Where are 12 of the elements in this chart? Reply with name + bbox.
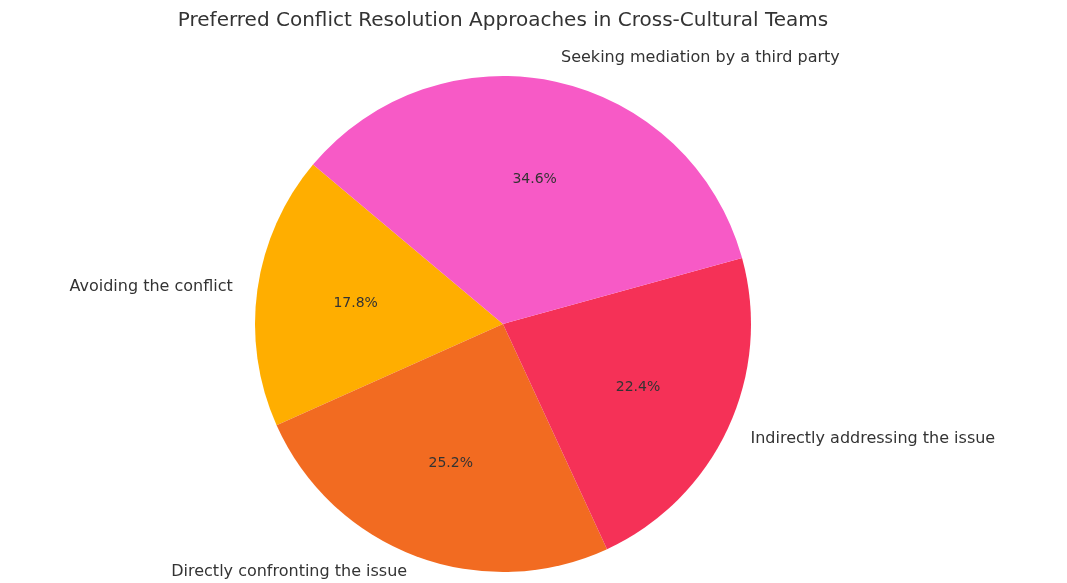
slice-label: Avoiding the conflict xyxy=(69,275,233,295)
data-label: 17.8% xyxy=(333,294,378,311)
data-label: 34.6% xyxy=(512,169,557,186)
data-label: 25.2% xyxy=(428,454,473,471)
slice-label: Indirectly addressing the issue xyxy=(750,428,996,448)
pie-slice xyxy=(503,257,751,550)
pie-slice xyxy=(255,164,503,426)
slice-label: Directly confronting the issue xyxy=(171,560,408,580)
data-label: 22.4% xyxy=(615,377,661,394)
chart-title: Preferred Conflict Resolution Approaches in Cross-Cultural Teams xyxy=(177,6,829,31)
slice-label: Seeking mediation by a third party xyxy=(561,46,840,66)
pie-slice xyxy=(313,76,743,324)
